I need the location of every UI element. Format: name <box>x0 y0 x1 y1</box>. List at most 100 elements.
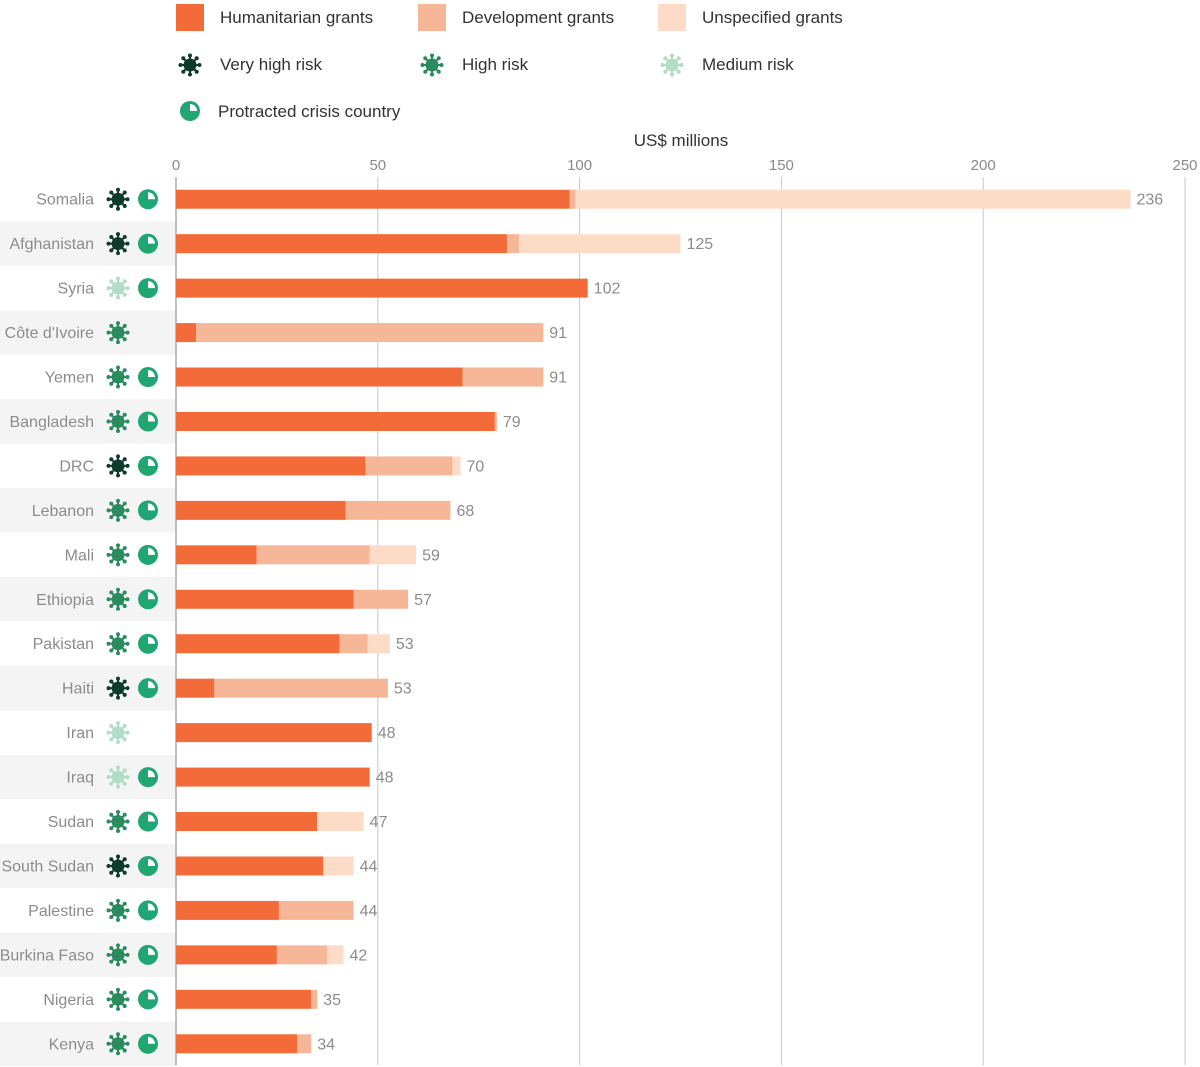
chart-row: Lebanon 68 <box>32 498 474 522</box>
bar-segment-development-grants <box>214 678 388 698</box>
protracted-crisis-icon <box>138 455 158 476</box>
bar-segment-unspecified-grants <box>327 945 344 965</box>
legend-label: High risk <box>462 55 529 74</box>
data-label: 236 <box>1137 192 1164 209</box>
chart-row: Syria 102 <box>58 276 621 300</box>
legend-item-medium-risk: Medium risk <box>660 53 794 77</box>
risk-virus-icon <box>106 943 130 967</box>
protracted-crisis-icon <box>138 544 158 565</box>
legend-swatch <box>418 4 446 31</box>
data-label: 44 <box>360 858 378 875</box>
bar-segment-humanitarian-grants <box>176 456 366 476</box>
legend-swatch <box>176 4 204 31</box>
data-label: 47 <box>370 814 388 831</box>
bar-segment-humanitarian-grants <box>176 767 370 787</box>
data-label: 48 <box>378 725 396 742</box>
risk-virus-icon <box>106 721 130 745</box>
bar-segment-humanitarian-grants <box>176 678 215 698</box>
chart-row: Burkina Faso 42 <box>0 943 367 967</box>
data-label: 70 <box>467 458 485 475</box>
legend-item-very-high-risk: Very high risk <box>178 53 323 77</box>
category-label: Palestine <box>28 903 94 920</box>
protracted-crisis-icon <box>138 589 158 610</box>
protracted-crisis-icon <box>138 500 158 521</box>
legend-label: Very high risk <box>220 55 323 74</box>
data-label: 35 <box>323 992 341 1009</box>
category-label: Bangladesh <box>9 414 94 431</box>
bar-segment-humanitarian-grants <box>176 1034 298 1054</box>
bar-segment-humanitarian-grants <box>176 634 340 654</box>
bar-segment-humanitarian-grants <box>176 278 588 298</box>
bar-segment-humanitarian-grants <box>176 989 312 1009</box>
bar-segment-development-grants <box>276 945 328 965</box>
bar-segment-development-grants <box>494 411 497 431</box>
protracted-crisis-icon <box>138 989 158 1010</box>
bar-segment-humanitarian-grants <box>176 900 279 920</box>
risk-virus-icon <box>106 810 130 834</box>
chart-row: Pakistan 53 <box>33 632 414 656</box>
protracted-crisis-icon <box>138 367 158 388</box>
data-label: 42 <box>349 947 367 964</box>
risk-virus-icon <box>106 676 130 700</box>
x-tick-label: 200 <box>971 157 996 174</box>
bar-segment-humanitarian-grants <box>176 189 570 209</box>
protracted-crisis-icon <box>138 811 158 832</box>
category-label: Sudan <box>48 814 94 831</box>
row-stripe <box>0 310 176 355</box>
category-label: Nigeria <box>43 992 94 1009</box>
x-axis-ticks: 0 50 100 150 200 250 <box>172 157 1198 174</box>
protracted-crisis-icon <box>138 233 158 254</box>
bar-segment-humanitarian-grants <box>176 589 354 609</box>
x-tick-label: 150 <box>769 157 794 174</box>
chart-row: Bangladesh 79 <box>9 409 521 433</box>
bar-segment-humanitarian-grants <box>176 945 277 965</box>
chart-row: Mali 59 <box>65 543 440 567</box>
bar-segment-development-grants <box>353 589 409 609</box>
bar-segment-development-grants <box>345 500 451 520</box>
bar-segment-unspecified-grants <box>519 234 681 254</box>
data-label: 57 <box>414 592 432 609</box>
legend-label: Protracted crisis country <box>218 102 401 121</box>
legend-label: Medium risk <box>702 55 794 74</box>
category-label: DRC <box>59 458 94 475</box>
bar-segment-humanitarian-grants <box>176 234 507 254</box>
risk-virus-icon <box>106 498 130 522</box>
risk-virus-icon <box>106 543 130 567</box>
risk-virus-icon <box>106 454 130 478</box>
protracted-crisis-icon <box>138 944 158 965</box>
data-label: 102 <box>594 281 621 298</box>
category-label: Ethiopia <box>36 592 94 609</box>
bar-segment-humanitarian-grants <box>176 367 463 387</box>
legend-item-humanitarian-grants: Humanitarian grants <box>176 4 373 31</box>
chart-row: Iraq 48 <box>66 765 394 789</box>
protracted-crisis-icon <box>138 411 158 432</box>
risk-virus-icon <box>106 187 130 211</box>
protracted-crisis-icon <box>138 855 158 876</box>
chart-row: Haiti 53 <box>62 676 412 700</box>
bar-segment-humanitarian-grants <box>176 323 197 343</box>
pie-clock-icon <box>180 101 200 121</box>
risk-virus-icon <box>106 1032 130 1056</box>
data-label: 91 <box>549 325 567 342</box>
data-label: 34 <box>317 1036 335 1053</box>
chart-row: South Sudan 44 <box>1 854 378 878</box>
data-label: 48 <box>376 770 394 787</box>
virus-icon <box>420 53 444 77</box>
x-tick-label: 100 <box>567 157 592 174</box>
data-label: 91 <box>549 370 567 387</box>
protracted-crisis-icon <box>138 767 158 788</box>
data-label: 68 <box>456 503 474 520</box>
bar-segment-development-grants <box>569 189 576 209</box>
category-label: Iraq <box>66 770 94 787</box>
legend-swatch <box>658 4 686 31</box>
chart-row: Iran 48 <box>66 721 396 745</box>
category-label: Burkina Faso <box>0 947 94 964</box>
legend-item-development-grants: Development grants <box>418 4 614 31</box>
category-label: Kenya <box>49 1036 94 1053</box>
legend: Humanitarian grants Development grants Uns… <box>176 4 843 121</box>
x-tick-label: 0 <box>172 157 180 174</box>
risk-virus-icon <box>106 587 130 611</box>
risk-virus-icon <box>106 898 130 922</box>
risk-virus-icon <box>106 632 130 656</box>
